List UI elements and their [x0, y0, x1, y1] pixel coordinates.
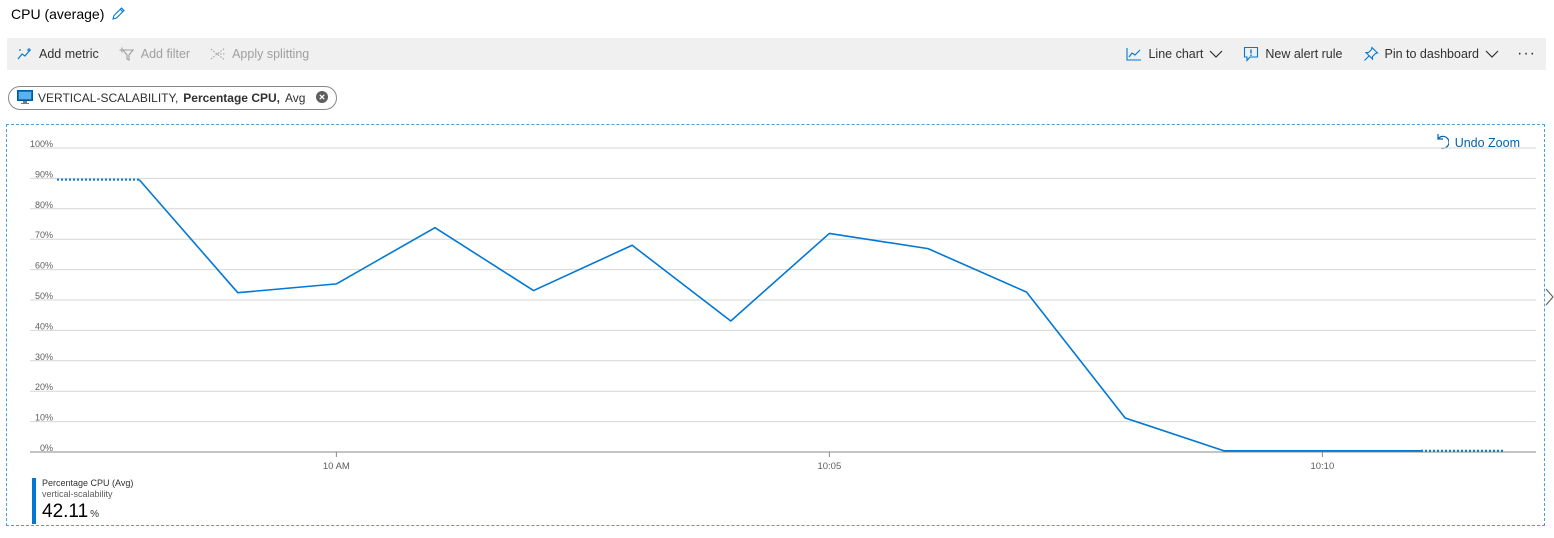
- filter-icon: [119, 47, 135, 61]
- metric-pill-resource: VERTICAL-SCALABILITY,: [38, 91, 179, 105]
- legend-value-row: 42.11%: [42, 500, 133, 527]
- chart-title: CPU (average): [11, 6, 105, 22]
- apply-splitting-button[interactable]: Apply splitting: [210, 47, 309, 61]
- add-metric-label: Add metric: [39, 47, 99, 61]
- new-alert-rule-label: New alert rule: [1265, 47, 1343, 61]
- more-options-button[interactable]: ···: [1517, 45, 1536, 62]
- chart-area[interactable]: Undo Zoom: [6, 124, 1545, 526]
- add-filter-button[interactable]: Add filter: [119, 47, 190, 61]
- pin-icon: [1363, 46, 1379, 62]
- legend-unit: %: [90, 509, 100, 520]
- close-circle-icon[interactable]: [316, 90, 329, 106]
- undo-zoom-label: Undo Zoom: [1454, 135, 1520, 150]
- add-metric-button[interactable]: Add metric: [17, 47, 99, 61]
- apply-splitting-label: Apply splitting: [232, 47, 310, 61]
- pin-to-dashboard-dropdown[interactable]: Pin to dashboard: [1363, 46, 1500, 62]
- line-chart-dropdown[interactable]: Line chart: [1126, 47, 1223, 61]
- line-chart-label: Line chart: [1148, 47, 1204, 61]
- undo-zoom-button[interactable]: Undo Zoom: [1435, 133, 1520, 152]
- line-chart-icon: [1126, 47, 1142, 61]
- chevron-down-icon: [1209, 49, 1223, 59]
- legend-resource: vertical-scalability: [42, 489, 113, 499]
- chevron-right-icon[interactable]: [1545, 288, 1554, 306]
- metric-pill[interactable]: VERTICAL-SCALABILITY, Percentage CPU, Av…: [8, 86, 338, 110]
- chevron-down-icon: [1485, 49, 1499, 59]
- metric-pill-aggregation: Avg: [284, 91, 306, 105]
- add-filter-label: Add filter: [140, 47, 191, 61]
- chart-legend[interactable]: Percentage CPU (Avg) vertical-scalabilit…: [32, 478, 133, 524]
- undo-icon: [1435, 133, 1450, 152]
- legend-series-label: Percentage CPU (Avg): [42, 478, 134, 488]
- split-icon: [210, 47, 226, 61]
- new-alert-rule-button[interactable]: New alert rule: [1243, 46, 1343, 62]
- alert-icon: [1243, 46, 1259, 62]
- legend-value: 42.11: [42, 501, 89, 522]
- pin-to-dashboard-label: Pin to dashboard: [1384, 47, 1480, 61]
- sparkle-icon: [17, 47, 33, 61]
- chart-title-row: CPU (average): [11, 4, 126, 24]
- metric-pill-metric: Percentage CPU,: [183, 91, 280, 105]
- pencil-icon[interactable]: [110, 6, 126, 22]
- chart-toolbar: Add metric Add filter Apply splitting: [7, 38, 1546, 70]
- monitor-icon: [17, 89, 33, 107]
